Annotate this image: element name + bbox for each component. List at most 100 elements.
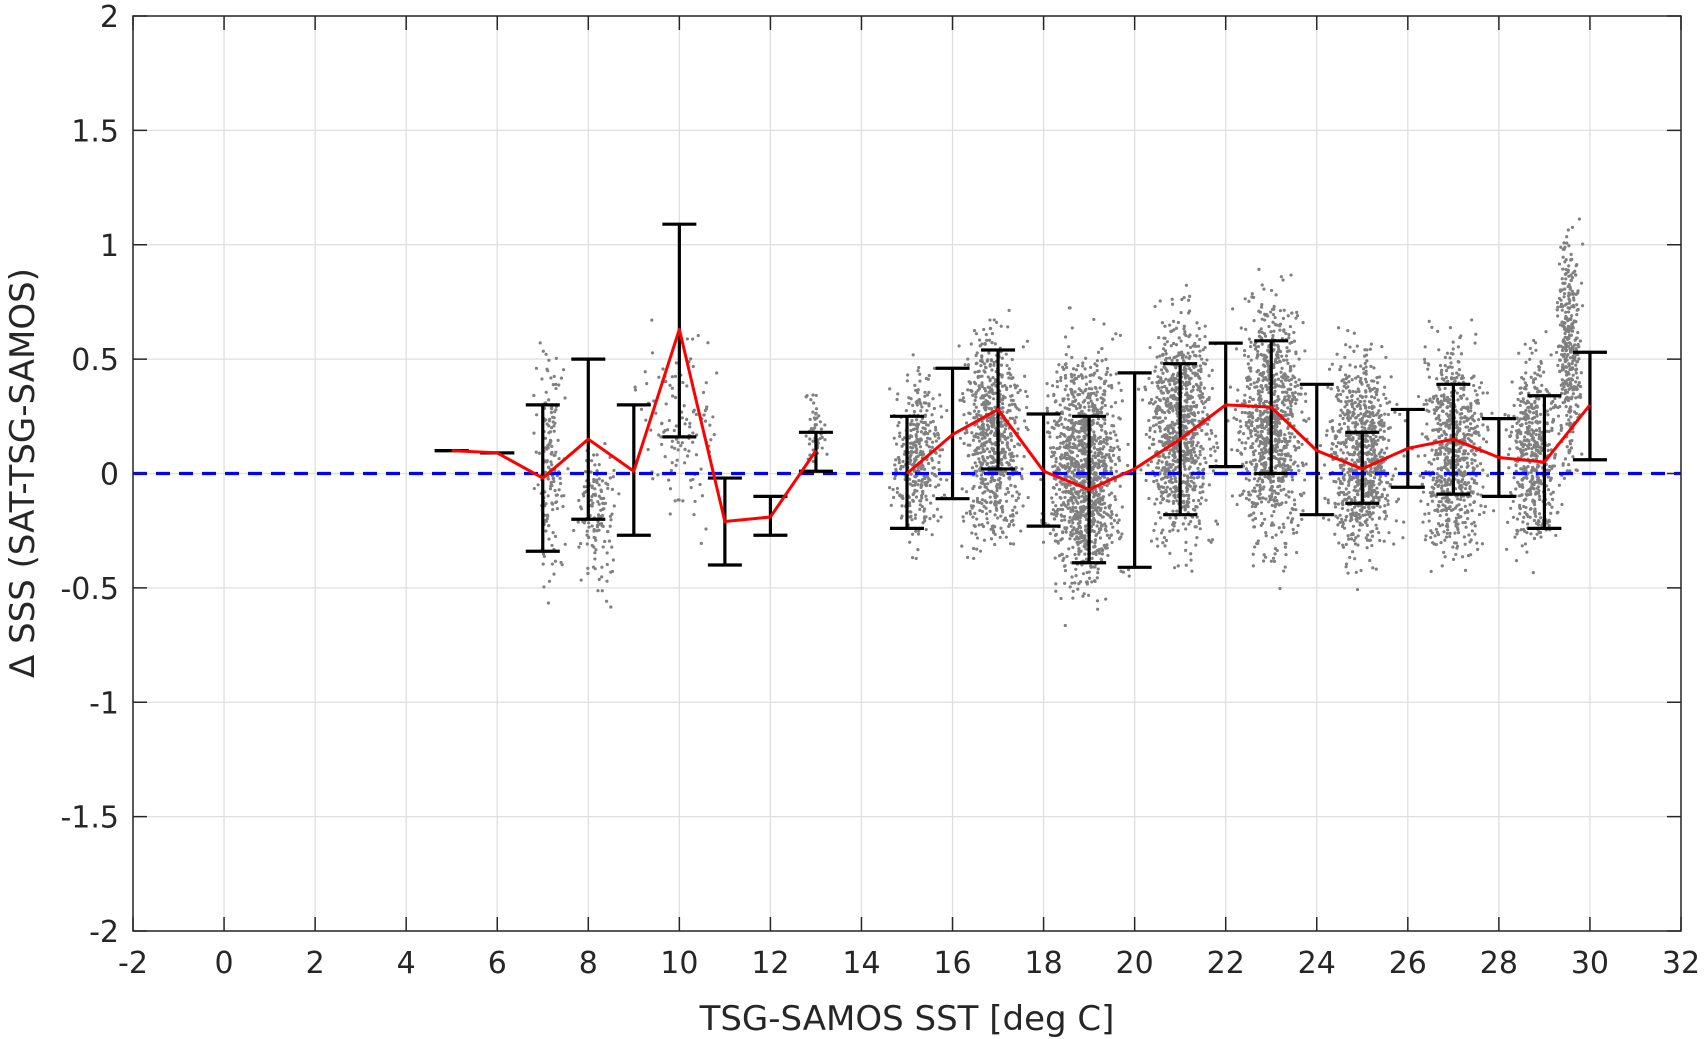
scatter-point xyxy=(1201,348,1205,352)
scatter-point xyxy=(1289,382,1293,387)
scatter-point xyxy=(1007,403,1012,407)
scatter-point xyxy=(1171,462,1175,467)
scatter-point xyxy=(1290,311,1294,315)
scatter-point xyxy=(1191,507,1196,511)
scatter-point xyxy=(550,444,554,449)
scatter-point xyxy=(1007,371,1011,375)
scatter-point xyxy=(987,406,991,411)
scatter-point xyxy=(1366,533,1370,537)
scatter-point xyxy=(590,484,594,488)
scatter-point xyxy=(1088,373,1092,378)
scatter-point xyxy=(999,420,1003,424)
scatter-point xyxy=(1186,493,1190,497)
scatter-point xyxy=(1109,383,1114,388)
scatter-point xyxy=(550,484,554,488)
scatter-point xyxy=(921,450,925,454)
scatter-point xyxy=(1272,304,1276,309)
scatter-point xyxy=(1185,480,1189,484)
scatter-point xyxy=(1378,478,1382,482)
scatter-point xyxy=(1073,443,1077,447)
scatter-point xyxy=(1285,443,1289,447)
scatter-point xyxy=(1297,357,1301,361)
scatter-point xyxy=(1203,324,1207,328)
scatter-point xyxy=(900,444,904,448)
scatter-point xyxy=(1197,419,1201,423)
scatter-point xyxy=(1244,327,1248,331)
scatter-point xyxy=(552,374,556,379)
scatter-point xyxy=(1084,547,1088,551)
scatter-point xyxy=(1183,406,1187,410)
scatter-point xyxy=(1095,390,1099,394)
scatter-point xyxy=(1199,370,1203,374)
scatter-point xyxy=(986,456,990,460)
scatter-point xyxy=(1168,480,1173,484)
scatter-point xyxy=(923,519,927,523)
scatter-point xyxy=(1074,574,1078,578)
scatter-point xyxy=(1096,436,1101,440)
scatter-point xyxy=(1112,446,1116,450)
scatter-point xyxy=(1261,452,1265,456)
scatter-point xyxy=(934,428,938,432)
scatter-point xyxy=(1055,379,1059,384)
scatter-point xyxy=(1009,483,1013,487)
scatter-point xyxy=(1252,295,1256,299)
scatter-point xyxy=(911,403,915,407)
scatter-point xyxy=(1103,389,1107,394)
scatter-point xyxy=(1149,539,1154,543)
scatter-point xyxy=(1068,585,1072,589)
scatter-point xyxy=(1249,369,1253,373)
scatter-point xyxy=(1075,540,1079,544)
scatter-point xyxy=(553,453,557,457)
scatter-point xyxy=(1238,493,1242,498)
scatter-point xyxy=(586,535,591,539)
scatter-point xyxy=(1159,368,1164,372)
scatter-point xyxy=(1254,345,1258,349)
scatter-point xyxy=(1083,417,1087,421)
scatter-point xyxy=(1189,475,1193,480)
scatter-point xyxy=(1230,448,1234,452)
scatter-point xyxy=(1377,452,1381,456)
scatter-point xyxy=(1070,326,1074,330)
scatter-point xyxy=(1086,593,1091,597)
scatter-point xyxy=(1296,392,1301,396)
scatter-point xyxy=(972,546,976,551)
scatter-point xyxy=(1156,461,1160,465)
scatter-point xyxy=(1005,363,1009,368)
scatter-point xyxy=(1114,372,1118,376)
scatter-point xyxy=(1026,495,1030,500)
scatter-point xyxy=(1092,430,1096,434)
scatter-point xyxy=(1183,480,1187,484)
scatter-point xyxy=(983,342,987,346)
scatter-point xyxy=(1211,469,1216,473)
scatter-point xyxy=(1173,476,1178,480)
scatter-point xyxy=(1159,485,1164,489)
scatter-point xyxy=(1118,333,1122,337)
scatter-point xyxy=(992,460,996,464)
scatter-point xyxy=(1126,463,1130,468)
scatter-point xyxy=(1367,386,1372,390)
scatter-point xyxy=(912,410,917,414)
scatter-point xyxy=(1096,520,1100,524)
scatter-point xyxy=(979,451,983,455)
scatter-point xyxy=(1300,410,1304,414)
scatter-point xyxy=(1260,305,1264,309)
scatter-point xyxy=(918,445,923,449)
scatter-point xyxy=(585,529,589,533)
scatter-point xyxy=(544,502,548,506)
scatter-point xyxy=(1249,434,1253,438)
scatter-point xyxy=(1273,315,1277,320)
scatter-point xyxy=(1201,476,1205,480)
scatter-point xyxy=(590,543,594,548)
scatter-point xyxy=(1057,487,1062,492)
scatter-point xyxy=(586,566,590,570)
scatter-point xyxy=(1266,428,1270,432)
scatter-point xyxy=(1342,493,1346,497)
scatter-point xyxy=(1070,471,1074,475)
scatter-point xyxy=(1262,312,1267,316)
scatter-point xyxy=(597,463,601,467)
scatter-point xyxy=(596,513,601,517)
scatter-point xyxy=(1114,332,1118,336)
scatter-point xyxy=(1234,347,1239,351)
scatter-point xyxy=(1353,542,1358,546)
scatter-point xyxy=(1112,424,1116,428)
